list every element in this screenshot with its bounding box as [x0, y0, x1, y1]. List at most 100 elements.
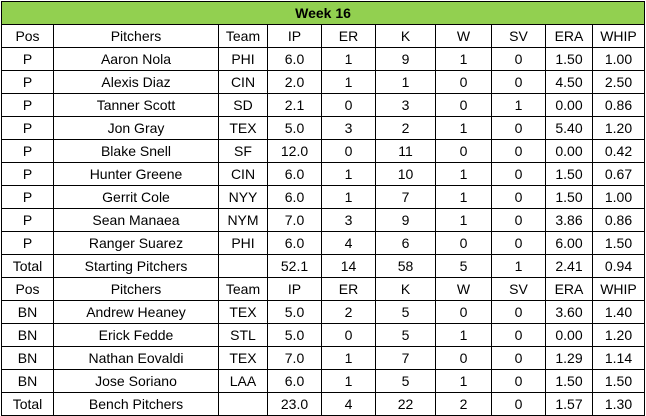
- ip-cell: 5.0: [267, 116, 322, 140]
- ip-cell: 6.0: [267, 162, 322, 186]
- era-cell: 1.50: [545, 47, 593, 71]
- sv-cell: 1: [491, 254, 546, 278]
- k-cell: 22: [375, 392, 436, 416]
- pitcher-cell: Andrew Heaney: [53, 300, 219, 324]
- pos-cell: P: [1, 139, 54, 163]
- team-cell: SD: [218, 93, 268, 117]
- column-header-pos: Pos: [1, 24, 54, 48]
- column-header-team: Team: [218, 277, 268, 301]
- er-cell: 3: [321, 116, 376, 140]
- ip-cell: 2.0: [267, 70, 322, 94]
- pos-cell: Total: [1, 392, 54, 416]
- bench-header-row: Pos Pitchers Team IP ER K W SV ERA WHIP: [1, 277, 645, 301]
- era-cell: 3.60: [545, 300, 593, 324]
- pos-cell: P: [1, 162, 54, 186]
- er-cell: 0: [321, 139, 376, 163]
- sv-cell: 0: [491, 231, 546, 255]
- pitcher-cell: Gerrit Cole: [53, 185, 219, 209]
- era-cell: 1.50: [545, 185, 593, 209]
- w-cell: 1: [435, 323, 492, 347]
- w-cell: 0: [435, 139, 492, 163]
- sv-cell: 0: [491, 47, 546, 71]
- column-header-team: Team: [218, 24, 268, 48]
- starting-pitcher-row: P Blake Snell SF 12.0 0 11 0 0 0.00 0.42: [1, 139, 645, 163]
- pos-cell: P: [1, 47, 54, 71]
- sv-cell: 1: [491, 93, 546, 117]
- er-cell: 2: [321, 300, 376, 324]
- bench-pitcher-row: BN Andrew Heaney TEX 5.0 2 5 0 0 3.60 1.40: [1, 300, 645, 324]
- sv-cell: 0: [491, 162, 546, 186]
- column-header-er: ER: [321, 277, 376, 301]
- er-cell: 0: [321, 323, 376, 347]
- whip-cell: 0.94: [592, 254, 645, 278]
- pos-cell: P: [1, 231, 54, 255]
- era-cell: 1.50: [545, 369, 593, 393]
- era-cell: 0.00: [545, 93, 593, 117]
- sv-cell: 0: [491, 300, 546, 324]
- pitcher-cell: Sean Manaea: [53, 208, 219, 232]
- w-cell: 0: [435, 93, 492, 117]
- w-cell: 1: [435, 47, 492, 71]
- pitcher-cell: Jose Soriano: [53, 369, 219, 393]
- era-cell: 3.86: [545, 208, 593, 232]
- whip-cell: 1.50: [592, 369, 645, 393]
- whip-cell: 1.20: [592, 116, 645, 140]
- team-cell: TEX: [218, 346, 268, 370]
- sv-cell: 0: [491, 392, 546, 416]
- starting-pitcher-row: P Sean Manaea NYM 7.0 3 9 1 0 3.86 0.86: [1, 208, 645, 232]
- starting-header-row: Pos Pitchers Team IP ER K W SV ERA WHIP: [1, 24, 645, 48]
- pos-cell: P: [1, 185, 54, 209]
- starting-pitcher-row: P Tanner Scott SD 2.1 0 3 0 1 0.00 0.86: [1, 93, 645, 117]
- whip-cell: 0.42: [592, 139, 645, 163]
- er-cell: 3: [321, 208, 376, 232]
- pos-cell: P: [1, 208, 54, 232]
- w-cell: 1: [435, 208, 492, 232]
- pitcher-cell: Blake Snell: [53, 139, 219, 163]
- pitcher-cell: Nathan Eovaldi: [53, 346, 219, 370]
- pos-cell: BN: [1, 323, 54, 347]
- er-cell: 1: [321, 47, 376, 71]
- team-cell: TEX: [218, 116, 268, 140]
- column-header-pitcher: Pitchers: [53, 24, 219, 48]
- er-cell: 14: [321, 254, 376, 278]
- team-cell: NYY: [218, 185, 268, 209]
- ip-cell: 52.1: [267, 254, 322, 278]
- ip-cell: 7.0: [267, 346, 322, 370]
- column-header-er: ER: [321, 24, 376, 48]
- er-cell: 4: [321, 392, 376, 416]
- starting-pitcher-row: P Alexis Diaz CIN 2.0 1 1 0 0 4.50 2.50: [1, 70, 645, 94]
- pitcher-cell: Ranger Suarez: [53, 231, 219, 255]
- ip-cell: 6.0: [267, 231, 322, 255]
- team-cell: [218, 392, 268, 416]
- era-cell: 1.50: [545, 162, 593, 186]
- team-cell: CIN: [218, 70, 268, 94]
- k-cell: 5: [375, 369, 436, 393]
- ip-cell: 5.0: [267, 300, 322, 324]
- era-cell: 1.29: [545, 346, 593, 370]
- whip-cell: 2.50: [592, 70, 645, 94]
- w-cell: 0: [435, 231, 492, 255]
- era-cell: 6.00: [545, 231, 593, 255]
- column-header-sv: SV: [491, 24, 546, 48]
- whip-cell: 1.00: [592, 47, 645, 71]
- k-cell: 7: [375, 346, 436, 370]
- pos-cell: P: [1, 93, 54, 117]
- ip-cell: 5.0: [267, 323, 322, 347]
- k-cell: 1: [375, 70, 436, 94]
- whip-cell: 1.14: [592, 346, 645, 370]
- w-cell: 5: [435, 254, 492, 278]
- er-cell: 0: [321, 93, 376, 117]
- column-header-k: K: [375, 24, 436, 48]
- k-cell: 9: [375, 47, 436, 71]
- sv-cell: 0: [491, 139, 546, 163]
- er-cell: 1: [321, 346, 376, 370]
- k-cell: 6: [375, 231, 436, 255]
- era-cell: 1.57: [545, 392, 593, 416]
- k-cell: 5: [375, 323, 436, 347]
- pos-cell: P: [1, 70, 54, 94]
- w-cell: 1: [435, 185, 492, 209]
- pitcher-cell: Bench Pitchers: [53, 392, 219, 416]
- whip-cell: 0.86: [592, 93, 645, 117]
- era-cell: 5.40: [545, 116, 593, 140]
